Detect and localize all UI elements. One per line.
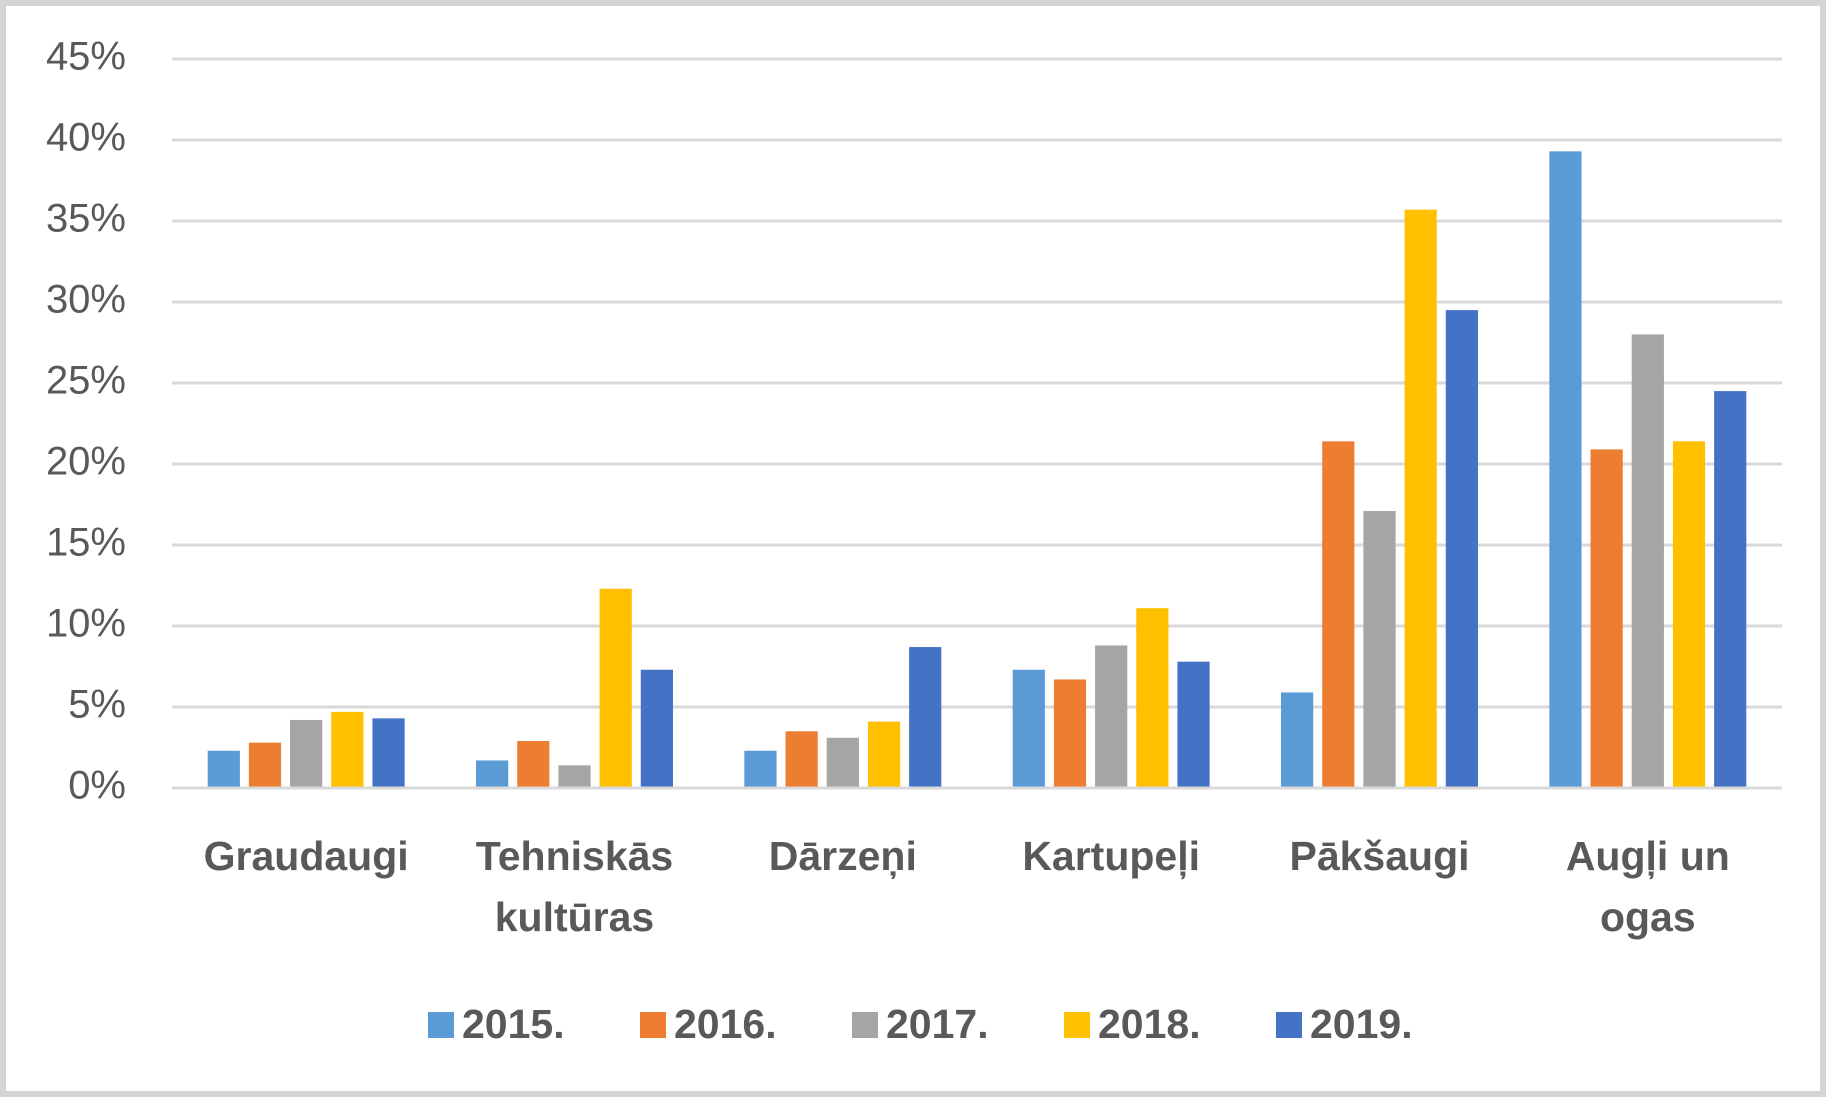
x-tick-label-box: Dārzeņi xyxy=(768,833,917,879)
y-tick-label: 45% xyxy=(46,35,126,79)
legend-label: 2017. xyxy=(886,1001,989,1047)
bar xyxy=(517,741,550,788)
legend-label: 2015. xyxy=(462,1001,565,1047)
bar xyxy=(867,721,901,788)
bar xyxy=(1177,661,1210,788)
y-tick-label: 25% xyxy=(46,359,126,403)
x-tick-label-box: Augļi un ogas xyxy=(1565,833,1730,940)
x-tick-label: Pākšaugi xyxy=(1289,833,1470,879)
bar xyxy=(1714,391,1747,788)
bar xyxy=(744,750,777,788)
y-tick-label: 10% xyxy=(46,602,126,646)
bar xyxy=(207,750,240,788)
bar xyxy=(1445,310,1478,788)
bar xyxy=(476,760,509,788)
x-tick-label-box: Kartupeļi xyxy=(1022,833,1201,879)
y-tick-label: 20% xyxy=(46,440,126,484)
y-tick-label: 30% xyxy=(46,278,126,322)
x-tick-label: Augļi un ogas xyxy=(1565,833,1730,940)
legend-label: 2019. xyxy=(1310,1001,1413,1047)
bar xyxy=(785,731,818,788)
bar xyxy=(640,669,673,788)
bar xyxy=(1404,209,1437,788)
y-tick-label: 40% xyxy=(46,116,126,160)
bar xyxy=(248,742,282,788)
bar xyxy=(1012,669,1045,788)
bar xyxy=(1590,449,1623,788)
bar xyxy=(599,588,632,788)
legend-swatch xyxy=(852,1012,878,1038)
bar xyxy=(1549,151,1582,789)
bar xyxy=(1672,441,1706,788)
x-tick-label-box: Graudaugi xyxy=(203,833,409,879)
x-tick-label-box: Tehniskās kultūras xyxy=(475,833,674,940)
bar xyxy=(1095,645,1128,788)
y-tick-label: 5% xyxy=(68,683,126,727)
bar xyxy=(331,711,364,788)
legend-swatch xyxy=(1064,1012,1090,1038)
bar xyxy=(826,737,859,788)
legend-swatch xyxy=(1276,1012,1302,1038)
legend-label: 2016. xyxy=(674,1001,777,1047)
x-tick-label-box: Pākšaugi xyxy=(1289,833,1470,879)
legend-swatch xyxy=(640,1012,666,1038)
y-tick-label: 0% xyxy=(68,764,126,808)
x-tick-label: Kartupeļi xyxy=(1022,833,1201,879)
y-tick-label: 15% xyxy=(46,521,126,565)
bar xyxy=(1363,510,1396,788)
legend-swatch xyxy=(428,1012,454,1038)
x-tick-label: Dārzeņi xyxy=(768,833,917,879)
x-tick-label: Graudaugi xyxy=(203,833,409,879)
bar xyxy=(558,765,591,788)
bar xyxy=(372,718,405,788)
bar xyxy=(1053,679,1087,788)
bar xyxy=(1136,608,1169,788)
legend-label: 2018. xyxy=(1098,1001,1201,1047)
bar xyxy=(909,647,942,788)
bar xyxy=(1631,334,1664,788)
y-tick-label: 35% xyxy=(46,197,126,241)
bar xyxy=(290,719,323,788)
bar xyxy=(1281,692,1314,788)
bar xyxy=(1322,441,1355,788)
x-tick-label: Tehniskās kultūras xyxy=(475,833,674,940)
